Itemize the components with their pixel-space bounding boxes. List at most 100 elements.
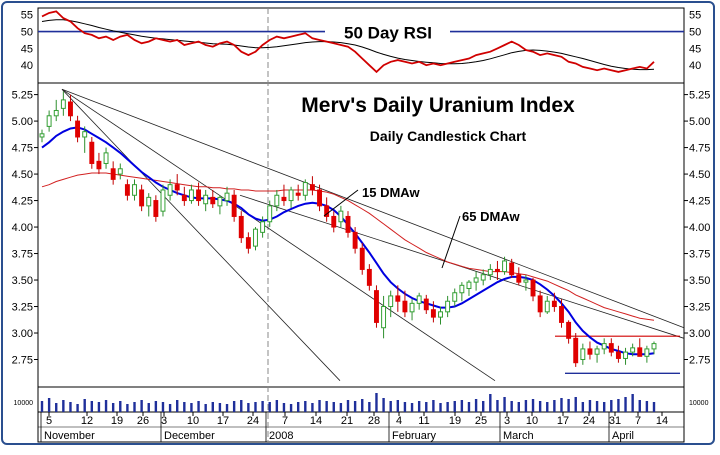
- volume-bar: [652, 402, 656, 412]
- day-tick-label: 10: [187, 415, 199, 427]
- volume-bar: [524, 400, 528, 412]
- volume-bar: [546, 402, 549, 412]
- candle-body: [103, 152, 109, 164]
- day-tick-label: 7: [635, 415, 641, 427]
- volume-bar: [289, 404, 293, 412]
- price-tick-label-left: 2.75: [12, 355, 33, 367]
- volume-bar: [275, 400, 279, 412]
- day-tick-label: 17: [557, 415, 569, 427]
- day-tick-label: 5: [46, 415, 52, 427]
- month-label: December: [164, 430, 215, 442]
- volume-bar: [382, 398, 385, 412]
- candle-body: [302, 182, 308, 196]
- candle-body: [615, 351, 621, 359]
- price-tick-label-right: 5.25: [689, 90, 710, 102]
- day-tick-label: 12: [81, 415, 93, 427]
- candle-body: [324, 205, 330, 217]
- volume-bar: [460, 400, 464, 412]
- volume-bar: [318, 400, 321, 412]
- day-tick-label: 10: [526, 415, 538, 427]
- volume-bar: [496, 400, 499, 412]
- volume-bar: [638, 400, 641, 412]
- candle-body: [352, 231, 358, 249]
- volume-bar: [361, 399, 364, 412]
- candle-body: [288, 189, 294, 202]
- month-label: 2008: [269, 430, 293, 442]
- candle-body: [203, 194, 209, 205]
- candle-body: [466, 281, 472, 290]
- volume-bar: [417, 401, 421, 412]
- volume-bar: [197, 401, 200, 412]
- volume-bar: [567, 399, 570, 412]
- day-tick-label: 4: [396, 415, 402, 427]
- volume-bar: [410, 403, 414, 412]
- volume-bar: [610, 400, 613, 412]
- volume-bar: [489, 394, 492, 412]
- candle-body: [224, 192, 230, 202]
- price-tick-label-left: 3.00: [12, 328, 33, 340]
- volume-bar: [304, 401, 307, 412]
- volume-bar: [396, 400, 400, 412]
- plot-area: [37, 7, 685, 443]
- volume-bar: [83, 399, 86, 412]
- day-tick-label: 7: [282, 415, 288, 427]
- month-label: March: [503, 430, 534, 442]
- volume-bar: [133, 402, 136, 412]
- candle-body: [580, 348, 586, 361]
- candle-body: [345, 215, 351, 233]
- day-tick-label: 14: [656, 415, 668, 427]
- candle-body: [117, 168, 123, 175]
- candle-body: [68, 101, 73, 117]
- candle-body: [388, 295, 394, 308]
- volume-bar: [176, 400, 179, 412]
- price-tick-label-right: 5.00: [689, 116, 710, 128]
- candle-body: [452, 292, 458, 302]
- volume-bar: [474, 399, 478, 412]
- day-tick-label: 26: [137, 415, 149, 427]
- volume-bar: [503, 397, 506, 412]
- volume-bar: [232, 401, 236, 412]
- volume-bar: [147, 403, 150, 412]
- candle-body: [253, 228, 258, 247]
- volume-bar: [240, 400, 243, 412]
- candle-body: [438, 311, 443, 318]
- volume-tick-label-left: 10000: [14, 400, 34, 407]
- candle-body: [82, 131, 88, 138]
- trend-line: [61, 89, 341, 381]
- candle-body: [331, 215, 337, 228]
- ma65-annotation-pointer: [441, 215, 461, 269]
- candle-body: [295, 192, 301, 196]
- price-tick-label-left: 5.00: [12, 116, 33, 128]
- trend-line: [61, 88, 496, 382]
- candle-body: [395, 295, 401, 302]
- price-tick-label-left: 4.25: [12, 196, 33, 208]
- volume-bar: [538, 401, 542, 412]
- volume-bar: [126, 404, 129, 412]
- candle-body: [39, 133, 45, 138]
- volume-bar: [268, 402, 271, 412]
- rsi-average-line: [41, 19, 655, 71]
- candle-body: [89, 141, 95, 164]
- price-tick-label-left: 4.75: [12, 143, 33, 155]
- candle-body: [132, 184, 137, 196]
- candle-body: [46, 115, 52, 127]
- volume-bar: [47, 398, 51, 412]
- price-tick-label-left: 5.25: [12, 90, 33, 102]
- ma15-annotation: 15 DMAw: [362, 185, 420, 200]
- volume-bar: [168, 404, 172, 412]
- candle-body: [153, 200, 159, 217]
- volume-bar: [368, 402, 371, 412]
- candle-body: [53, 109, 59, 117]
- candle-body: [196, 189, 202, 202]
- day-tick-label: 3: [504, 415, 510, 427]
- candle-body: [487, 268, 493, 276]
- volume-bar: [183, 402, 186, 412]
- day-tick-label: 21: [341, 415, 353, 427]
- candle-body: [530, 279, 536, 297]
- volume-bar: [482, 401, 485, 412]
- rsi-tick-label-right: 55: [689, 10, 701, 22]
- volume-bar: [204, 404, 207, 412]
- candle-body: [96, 160, 102, 170]
- candle-body: [267, 205, 273, 223]
